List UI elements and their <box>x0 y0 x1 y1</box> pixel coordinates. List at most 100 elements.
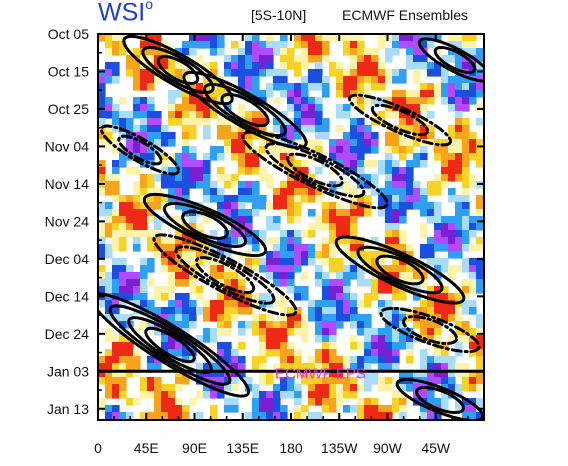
anomaly-cell <box>266 55 274 63</box>
anomaly-cell <box>140 209 148 217</box>
anomaly-cell <box>147 83 155 91</box>
anomaly-cell <box>245 195 253 203</box>
anomaly-cell <box>315 55 323 63</box>
positive-contour <box>98 292 251 398</box>
anomaly-cell <box>427 370 435 378</box>
anomaly-cell <box>448 272 456 280</box>
anomaly-cell <box>210 34 218 42</box>
anomaly-cell <box>287 279 295 287</box>
anomaly-cell <box>420 251 428 259</box>
anomaly-cell <box>315 363 323 371</box>
anomaly-cell <box>448 216 456 224</box>
anomaly-cell <box>469 223 477 231</box>
anomaly-cell <box>413 272 421 280</box>
anomaly-cell <box>315 167 323 175</box>
anomaly-cell <box>462 76 470 84</box>
anomaly-cell <box>168 181 176 189</box>
anomaly-cell <box>238 265 246 273</box>
anomaly-cell <box>161 286 169 294</box>
positive-contour <box>356 245 444 295</box>
anomaly-cell <box>168 132 176 140</box>
anomaly-cell <box>392 139 400 147</box>
anomaly-cell <box>441 223 449 231</box>
anomaly-cell <box>287 244 295 252</box>
anomaly-cell <box>231 384 239 392</box>
anomaly-cell <box>385 195 393 203</box>
anomaly-cell <box>378 251 386 259</box>
anomaly-cell <box>154 202 162 210</box>
anomaly-cell <box>126 265 134 273</box>
anomaly-cell <box>217 328 225 336</box>
anomaly-cell <box>231 41 239 49</box>
anomaly-cell <box>301 244 309 252</box>
anomaly-cell <box>217 237 225 245</box>
anomaly-cell <box>119 279 127 287</box>
anomaly-cell <box>203 41 211 49</box>
anomaly-cell <box>455 342 463 350</box>
anomaly-cell <box>350 300 358 308</box>
anomaly-cell <box>98 132 106 140</box>
anomaly-cell <box>315 118 323 126</box>
anomaly-cell <box>266 349 274 357</box>
anomaly-cell <box>469 83 477 91</box>
anomaly-cell <box>364 132 372 140</box>
anomaly-cell <box>161 153 169 161</box>
anomaly-cell <box>140 321 148 329</box>
anomaly-cell <box>329 398 337 406</box>
anomaly-cell <box>371 174 379 182</box>
anomaly-cell <box>413 132 421 140</box>
anomaly-cell <box>322 286 330 294</box>
anomaly-cell <box>287 363 295 371</box>
anomaly-cell <box>252 258 260 266</box>
anomaly-cell <box>161 314 169 322</box>
anomaly-cell <box>371 335 379 343</box>
anomaly-cell <box>476 314 484 322</box>
anomaly-cell <box>413 34 421 42</box>
anomaly-cell <box>105 125 113 133</box>
anomaly-cell <box>350 41 358 49</box>
anomaly-cell <box>455 314 463 322</box>
anomaly-cell <box>294 363 302 371</box>
anomaly-cell <box>357 279 365 287</box>
anomaly-cell <box>301 188 309 196</box>
anomaly-cell <box>322 314 330 322</box>
anomaly-cell <box>315 188 323 196</box>
anomaly-cell <box>343 300 351 308</box>
anomaly-cell <box>140 174 148 182</box>
anomaly-cell <box>399 391 407 399</box>
anomaly-cell <box>217 321 225 329</box>
anomaly-cell <box>350 321 358 329</box>
anomaly-cell <box>392 174 400 182</box>
anomaly-cell <box>308 97 316 105</box>
anomaly-cell <box>357 167 365 175</box>
anomaly-cell <box>238 279 246 287</box>
anomaly-cell <box>462 370 470 378</box>
anomaly-cell <box>252 384 260 392</box>
anomaly-cell <box>343 188 351 196</box>
anomaly-cell <box>105 76 113 84</box>
anomaly-cell <box>252 398 260 406</box>
anomaly-cell <box>385 405 393 413</box>
anomaly-cell <box>203 111 211 119</box>
anomaly-cell <box>161 335 169 343</box>
anomaly-cell <box>441 265 449 273</box>
anomaly-cell <box>147 104 155 112</box>
anomaly-cell <box>119 314 127 322</box>
anomaly-cell <box>364 335 372 343</box>
anomaly-cell <box>259 314 267 322</box>
anomaly-cell <box>238 370 246 378</box>
anomaly-cell <box>161 405 169 413</box>
anomaly-cell <box>329 251 337 259</box>
anomaly-cell <box>476 286 484 294</box>
anomaly-cell <box>455 34 463 42</box>
anomaly-cell <box>420 146 428 154</box>
anomaly-cell <box>315 48 323 56</box>
anomaly-cell <box>420 321 428 329</box>
anomaly-cell <box>308 377 316 385</box>
anomaly-cell <box>189 153 197 161</box>
anomaly-cell <box>476 69 484 77</box>
anomaly-cell <box>133 349 141 357</box>
anomaly-cell <box>224 321 232 329</box>
anomaly-cell <box>399 272 407 280</box>
anomaly-cell <box>378 209 386 217</box>
